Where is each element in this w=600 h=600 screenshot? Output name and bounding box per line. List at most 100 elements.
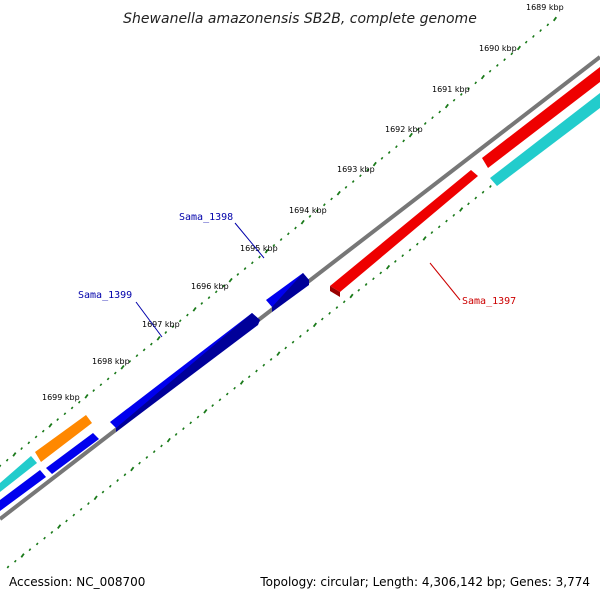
gc-dot (48, 423, 53, 428)
gc-dot (35, 542, 39, 546)
gc-dot (99, 383, 103, 387)
gc-dot (516, 45, 522, 51)
gc-dot (437, 225, 441, 229)
gc-dot (262, 363, 266, 367)
tick-label: 1698 kbp (92, 357, 130, 366)
gc-dot (335, 306, 339, 309)
forward-genes (0, 273, 309, 511)
gc-dot (63, 412, 67, 416)
gene-label-sama-1399: Sama_1399 (78, 290, 132, 301)
gc-dot (474, 81, 478, 85)
gc-dot (211, 404, 215, 407)
gc-dot (444, 103, 449, 109)
map-title: Shewanella amazonensis SB2B, complete ge… (123, 11, 477, 27)
gene-blue-lower-1[interactable] (46, 433, 99, 474)
gc-dot (116, 479, 119, 482)
gc-dot (0, 464, 2, 468)
gc-dot (430, 231, 434, 235)
gc-dot (315, 209, 319, 212)
gc-dot (218, 398, 222, 402)
gc-dot (300, 219, 305, 225)
gc-dot (70, 406, 74, 410)
gc-dot (488, 69, 492, 73)
gc-dot (344, 185, 348, 189)
gene-cyan-upper[interactable] (490, 93, 600, 186)
gc-dot (351, 180, 355, 183)
gc-dot (192, 306, 197, 312)
gc-dot (113, 371, 117, 375)
gc-dot (532, 34, 535, 38)
gc-dot (120, 364, 125, 370)
gc-dot (431, 116, 434, 120)
gc-dot (43, 536, 46, 540)
gene-sama-1397[interactable] (330, 170, 478, 292)
gc-dot (524, 40, 528, 44)
gc-dot (171, 325, 175, 329)
gene-label-sama-1397: Sama_1397 (462, 296, 516, 307)
gc-dot (402, 139, 406, 143)
tick-label: 1691 kbp (432, 85, 470, 94)
gc-dot (467, 87, 470, 91)
gc-dot (243, 267, 247, 271)
gc-dot (20, 447, 23, 451)
gene-label-lines (135, 222, 461, 338)
gc-dot (503, 58, 506, 62)
tick-label: 1693 kbp (337, 165, 375, 174)
gene-blue-lower-2[interactable] (0, 470, 46, 511)
gc-dot (349, 293, 354, 299)
tick-label: 1695 kbp (240, 244, 278, 253)
gc-dot (408, 132, 413, 138)
gc-dot (474, 196, 478, 200)
tick-label: 1689 kbp (526, 3, 564, 12)
genome-summary-text: Topology: circular; Length: 4,306,142 bp… (260, 575, 590, 589)
gc-dot (284, 346, 288, 350)
gc-dot (222, 284, 225, 288)
gc-dot (269, 358, 273, 361)
gc-dot (225, 392, 229, 396)
reverse-genes (330, 67, 600, 297)
cyan-genes (0, 93, 600, 492)
gc-dot (438, 110, 442, 114)
gc-dot (142, 348, 146, 352)
tick-label: 1699 kbp (42, 393, 80, 402)
gc-dot (214, 290, 218, 294)
gc-dot (236, 273, 240, 276)
gc-dot (250, 261, 254, 265)
gene-3d (330, 286, 340, 297)
gc-dot (65, 519, 68, 523)
gc-dot (330, 197, 333, 201)
gene-cyan-lower[interactable] (0, 456, 37, 492)
gc-dot (380, 156, 384, 160)
gc-dot (50, 530, 54, 534)
gene-orange[interactable] (35, 415, 92, 462)
gc-dot (93, 495, 98, 501)
tick-label: 1692 kbp (385, 125, 423, 134)
gc-dot (56, 418, 60, 421)
gc-dot (379, 271, 383, 275)
gc-dot (138, 461, 141, 465)
gc-dot (552, 16, 558, 22)
gc-dot (13, 559, 17, 563)
gc-dot (279, 238, 283, 242)
gc-dot (128, 360, 132, 363)
gc-dot (372, 161, 377, 167)
gc-dot (207, 296, 211, 300)
gc-dot (264, 248, 269, 254)
gc-dot (108, 484, 112, 488)
gene-red-upper[interactable] (482, 67, 600, 168)
gc-dot (182, 427, 185, 431)
gc-dot (57, 524, 62, 529)
gc-dot (357, 288, 361, 292)
gc-dot (416, 127, 420, 131)
gc-dot (452, 213, 456, 217)
gc-dot (200, 302, 204, 305)
gc-dot (255, 369, 258, 373)
gc-dot (298, 334, 302, 338)
gc-dot (385, 264, 391, 270)
gc-dot (20, 553, 25, 558)
gc-dot (34, 435, 38, 439)
gc-dot (258, 255, 261, 259)
gc-dot (106, 377, 110, 381)
gc-dot (77, 400, 81, 404)
gc-dot (495, 64, 499, 67)
